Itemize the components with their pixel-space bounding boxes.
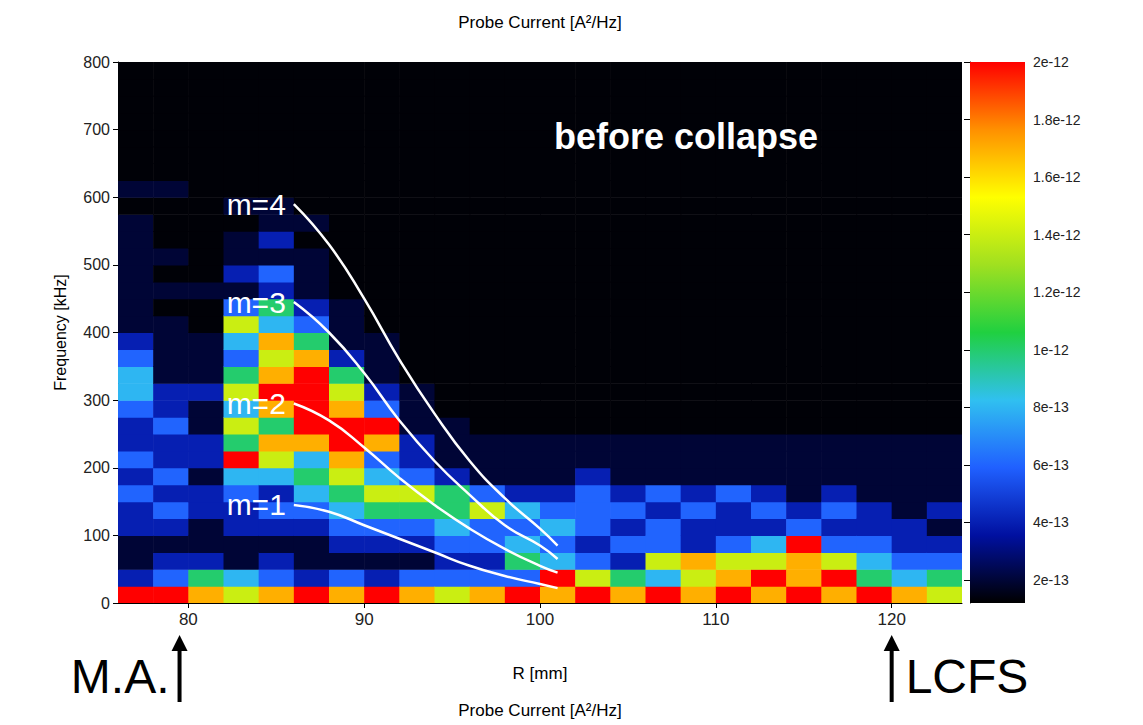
svg-text:6e-13: 6e-13	[1033, 457, 1069, 473]
svg-text:m=4: m=4	[227, 188, 286, 221]
svg-text:Probe Current [A²/Hz]: Probe Current [A²/Hz]	[458, 13, 621, 32]
svg-text:1e-12: 1e-12	[1033, 342, 1069, 358]
svg-text:2e-12: 2e-12	[1033, 54, 1069, 70]
svg-text:500: 500	[83, 256, 110, 273]
svg-text:700: 700	[83, 121, 110, 138]
svg-text:90: 90	[355, 610, 374, 629]
svg-text:8e-13: 8e-13	[1033, 399, 1069, 415]
svg-text:R [mm]: R [mm]	[513, 664, 568, 683]
svg-text:LCFS: LCFS	[906, 650, 1029, 703]
svg-text:300: 300	[83, 392, 110, 409]
svg-text:100: 100	[526, 610, 554, 629]
svg-text:4e-13: 4e-13	[1033, 514, 1069, 530]
svg-text:110: 110	[702, 610, 729, 629]
svg-text:before collapse: before collapse	[554, 116, 818, 157]
svg-text:m=2: m=2	[227, 387, 286, 420]
svg-text:0: 0	[101, 595, 110, 612]
svg-text:400: 400	[83, 324, 110, 341]
svg-text:600: 600	[83, 189, 110, 206]
svg-text:100: 100	[83, 527, 110, 544]
svg-text:80: 80	[179, 610, 198, 629]
svg-text:800: 800	[83, 54, 110, 71]
svg-text:m=1: m=1	[227, 488, 286, 521]
svg-text:2e-13: 2e-13	[1033, 572, 1069, 588]
svg-text:Frequency [kHz]: Frequency [kHz]	[52, 274, 69, 390]
svg-text:m=3: m=3	[227, 286, 286, 319]
svg-text:1.2e-12: 1.2e-12	[1033, 284, 1081, 300]
svg-text:M.A.: M.A.	[71, 650, 170, 703]
svg-text:200: 200	[83, 459, 110, 476]
svg-text:1.6e-12: 1.6e-12	[1033, 169, 1081, 185]
svg-text:120: 120	[877, 610, 905, 629]
svg-text:1.4e-12: 1.4e-12	[1033, 227, 1081, 243]
svg-text:Probe Current [A²/Hz]: Probe Current [A²/Hz]	[458, 701, 621, 720]
svg-text:1.8e-12: 1.8e-12	[1033, 112, 1081, 128]
